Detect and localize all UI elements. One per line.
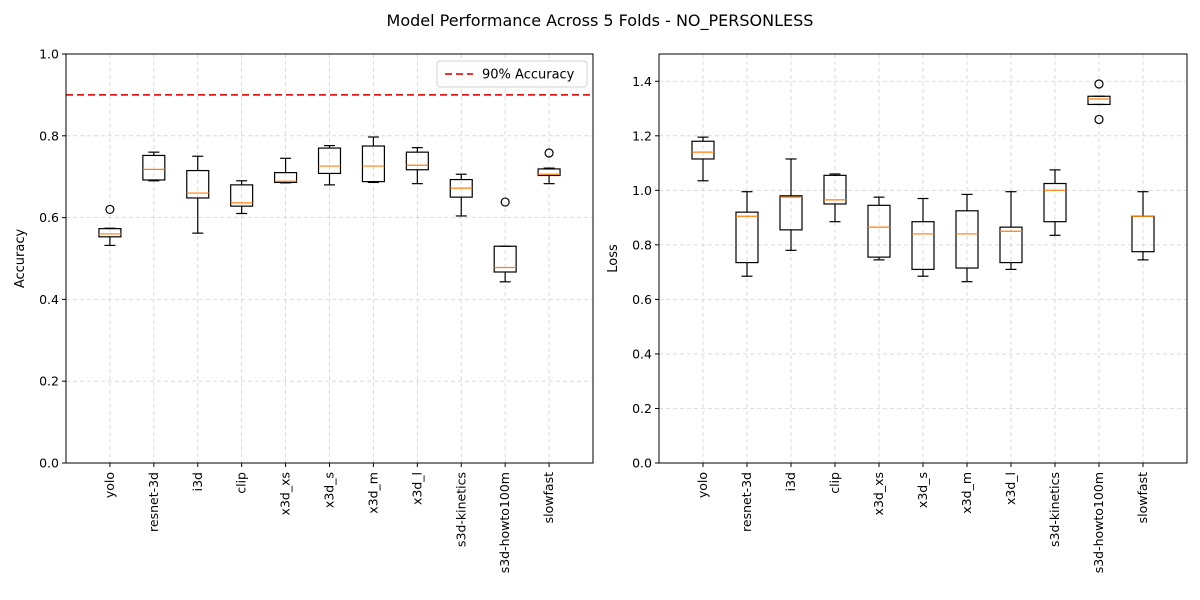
box-x3d_l [405,147,429,185]
box-slowfast [537,148,561,185]
x-tick-label: i3d [190,472,205,491]
box-s3d-howto100m [1087,79,1111,125]
box-rect [955,210,979,269]
y-tick-label: 0.4 [39,292,59,307]
y-axis-label: Loss [606,244,621,273]
box-x3d_m [361,136,385,184]
outlier-point [1094,79,1104,89]
box-rect [735,211,759,264]
x-tick-label: s3d-howto100m [1091,472,1106,573]
y-tick-label: 1.4 [632,74,652,89]
box-rect [142,154,166,181]
y-tick-label: 0.6 [39,210,59,225]
x-tick-label: x3d_m [959,472,974,514]
box-rect [999,226,1023,264]
box-x3d_m [955,193,979,283]
loss-chart: 0.0 0.2 0.4 0.6 0.8 1.0 1.2 1.4 yolo resnet-3d i3d… [606,53,1188,573]
figure-suptitle: Model Performance Across 5 Folds - NO_PE… [387,11,814,31]
grid [659,54,1187,464]
box-s3d-howto100m [493,197,517,283]
box-rect [779,195,803,231]
x-tick-label: resnet-3d [739,472,754,532]
y-tick-label: 1.0 [39,47,59,62]
y-tick-label: 0.0 [39,456,59,471]
y-tick-label: 0.0 [632,456,652,471]
x-tick-label: x3d_xs [278,472,293,515]
grid [66,53,593,464]
box-rect [867,204,891,258]
box-rect [1087,95,1111,106]
box-x3d_s [317,145,342,186]
box-x3d_s [911,197,935,277]
box-rect [317,147,342,175]
x-tick-label: resnet-3d [146,472,161,532]
box-rect [274,172,298,184]
x-tick-label: x3d_s [322,472,337,508]
box-rect [823,174,847,205]
y-tick-label: 0.6 [632,292,652,307]
box-resnet-3d [142,151,166,182]
outlier-point [544,148,554,158]
x-tick-label: yolo [695,472,710,498]
box-x3d_xs [867,196,891,261]
outlier-point [105,204,115,215]
y-tick-label: 0.8 [39,128,59,143]
box-rect [537,168,561,177]
y-tick-label: 1.0 [632,183,652,198]
box-rect [1043,182,1067,223]
box-x3d_xs [274,157,298,184]
box-clip [823,173,847,223]
x-tick-label: clip [827,472,842,494]
box-i3d [186,155,210,234]
outlier-point [500,197,510,207]
box-rect [405,151,429,171]
box-s3d-kinetics [1043,169,1067,236]
box-yolo [98,204,122,247]
outlier-point [1094,114,1104,125]
box-slowfast [1131,191,1155,261]
box-rect [98,228,122,238]
box-rect [186,169,210,199]
box-clip [230,180,254,215]
box-i3d [779,158,803,251]
x-tick-label: slowfast [1135,472,1150,523]
box-s3d-kinetics [449,173,473,217]
y-tick-label: 0.2 [39,374,59,389]
x-tick-label: s3d-kinetics [1047,472,1062,547]
box-rect [911,221,935,271]
box-rect [361,145,385,183]
accuracy-chart: 0.0 0.2 0.4 0.6 0.8 1.0 yolo resnet-3d i3d clip x3… [13,47,594,573]
x-tick-label: x3d_l [1003,472,1018,505]
box-x3d_l [999,191,1023,271]
box-rect [230,184,254,207]
x-tick-label: x3d_m [365,472,380,514]
y-tick-label: 0.2 [632,401,652,416]
y-tick-label: 0.8 [632,237,652,252]
x-tick-label: x3d_l [409,472,424,505]
x-tick-label: slowfast [541,472,556,523]
x-tick-label: x3d_xs [871,472,886,515]
x-tick-label: i3d [783,472,798,491]
x-tick-label: clip [234,472,249,494]
x-tick-label: yolo [102,472,117,498]
box-resnet-3d [735,191,759,277]
y-tick-label: 1.2 [632,128,652,143]
y-tick-label: 0.4 [632,346,652,361]
legend: 90% Accuracy [436,60,588,88]
x-tick-label: s3d-kinetics [453,472,468,547]
box-rect [691,140,715,160]
legend-frame [436,60,588,88]
box-rect [493,245,517,273]
y-axis-label: Accuracy [13,229,28,289]
box-yolo [691,136,715,182]
legend-label: 90% Accuracy [482,68,575,83]
x-tick-label: s3d-howto100m [497,472,512,573]
x-tick-label: x3d_s [915,472,930,508]
